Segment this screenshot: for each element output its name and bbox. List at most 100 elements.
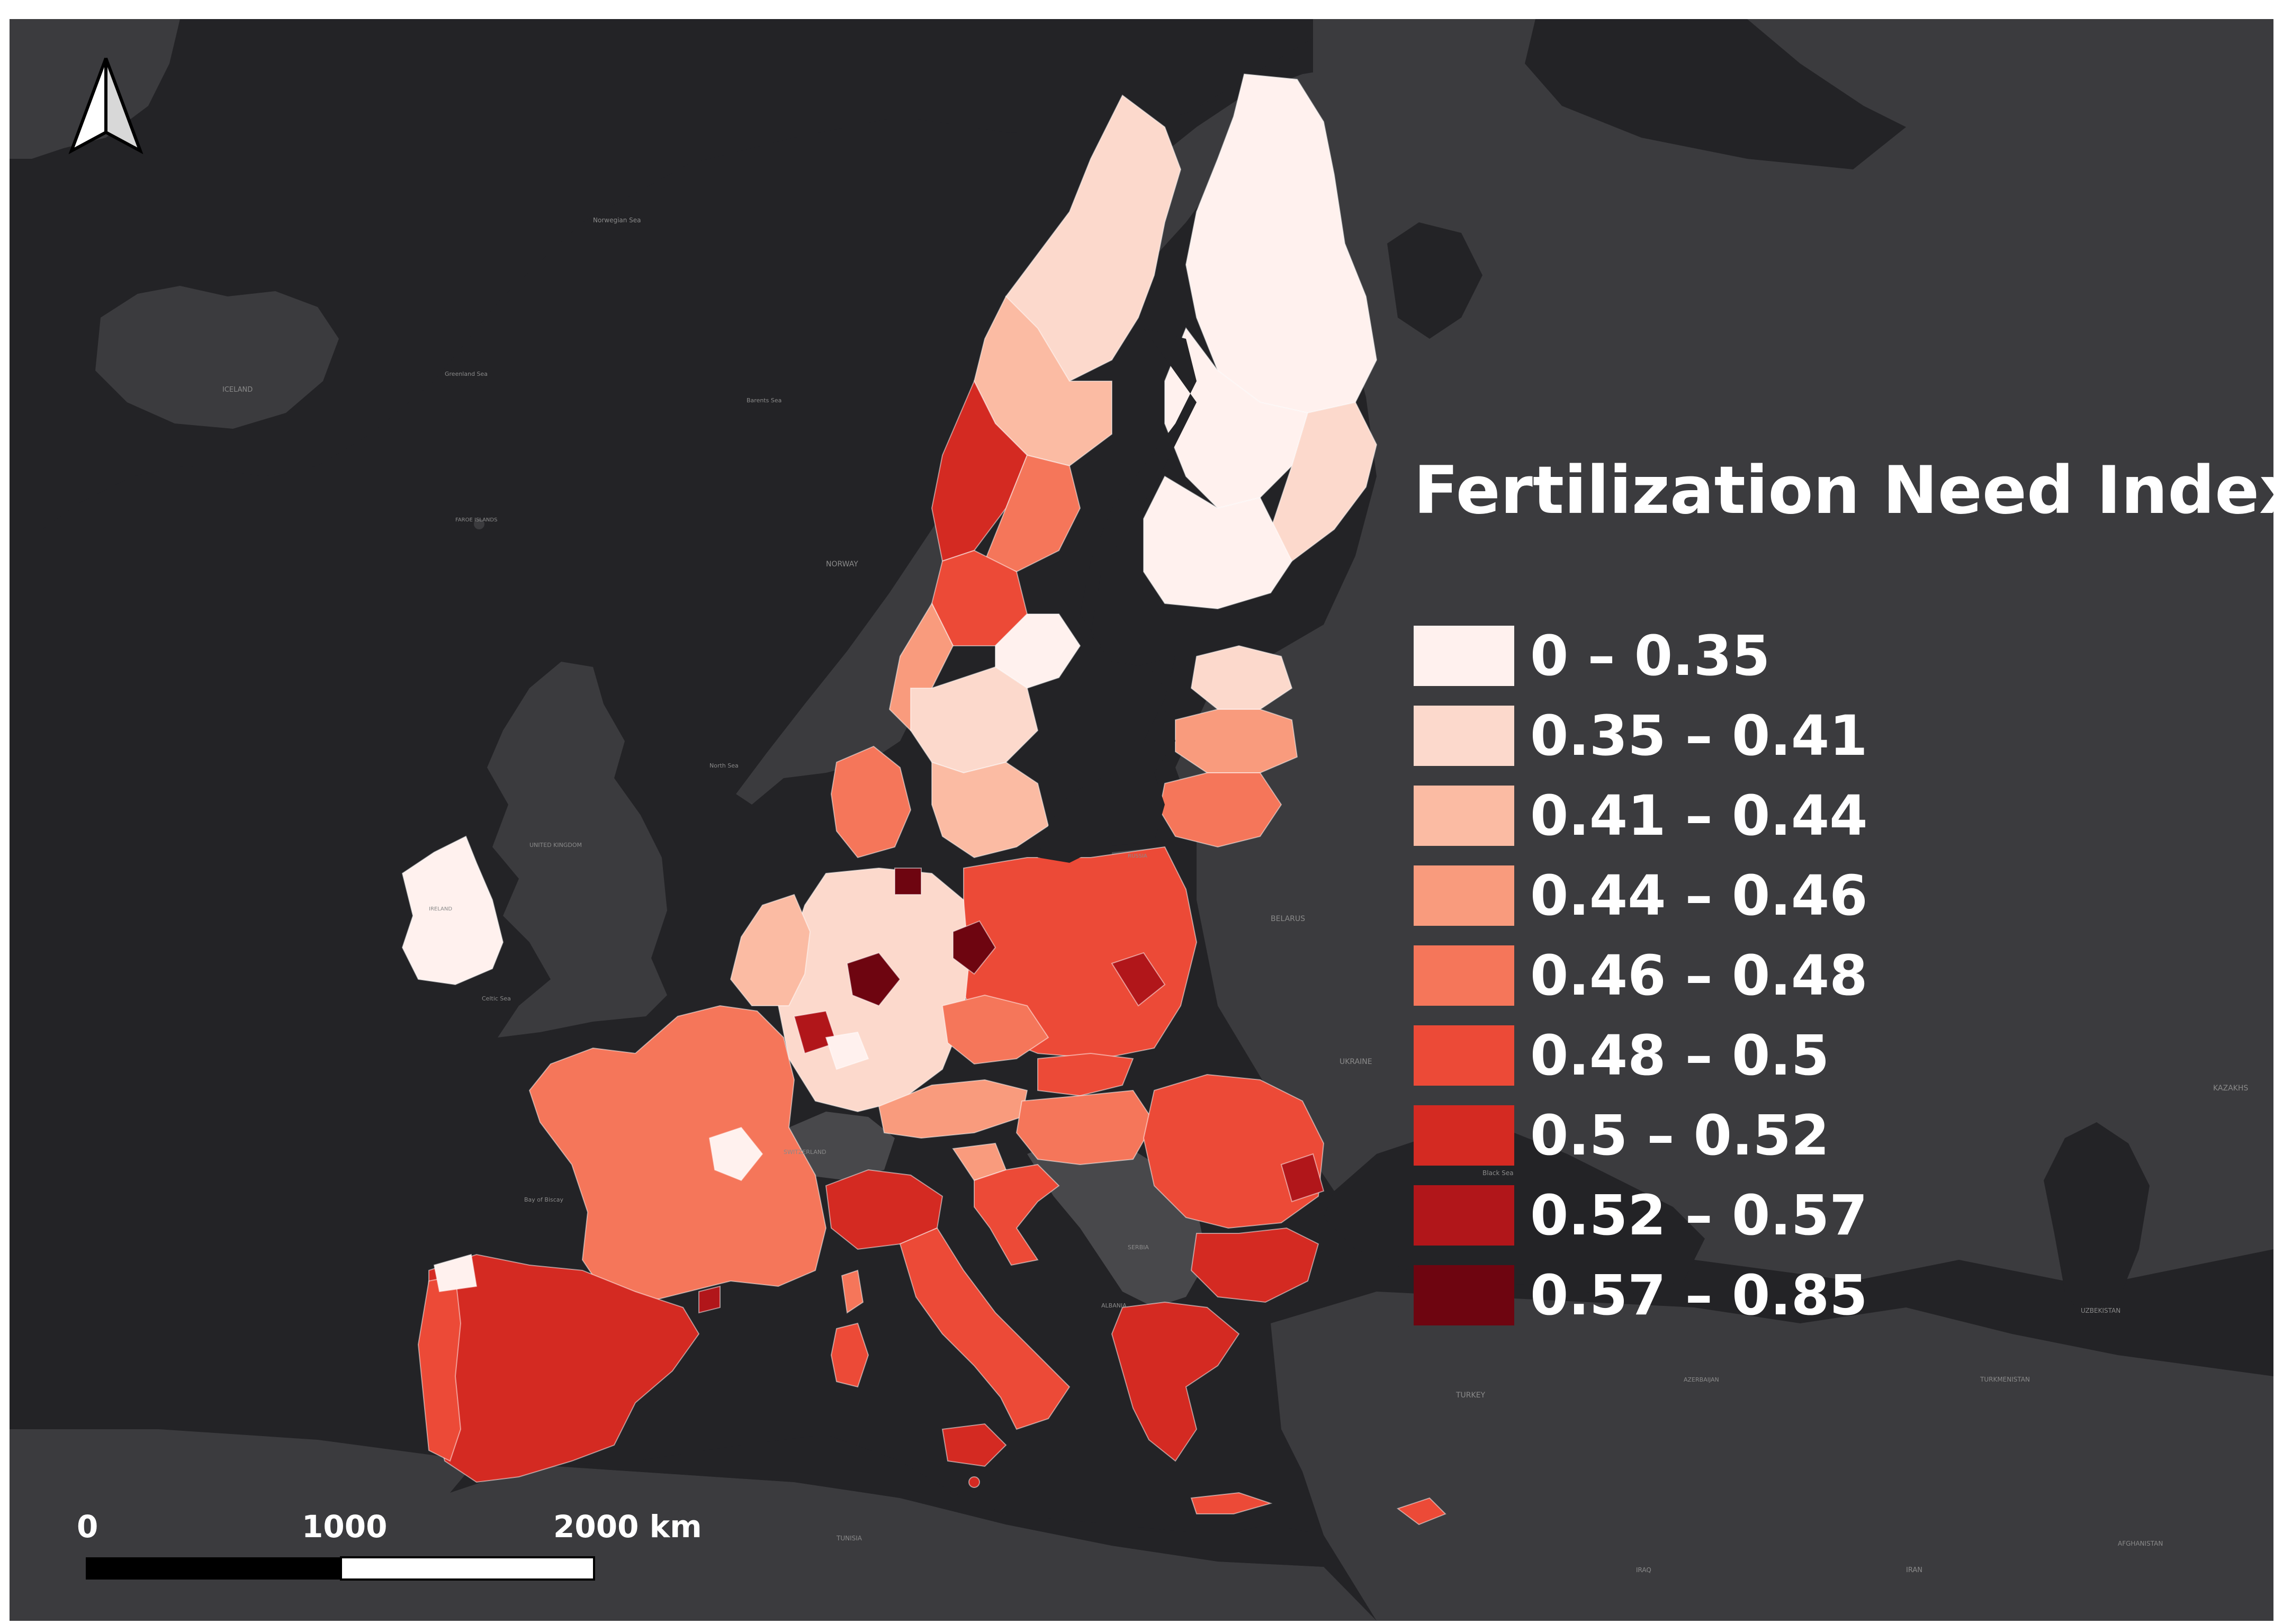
label-celtic-sea: Celtic Sea xyxy=(482,995,511,1002)
region-czechia[interactable] xyxy=(941,994,1049,1065)
legend-label: 0.44 – 0.46 xyxy=(1530,863,1868,928)
legend-swatch xyxy=(1414,626,1514,686)
legend-swatch xyxy=(1414,945,1514,1006)
legend-label: 0.5 – 0.52 xyxy=(1530,1103,1830,1168)
legend-item: 0.46 – 0.48 xyxy=(1414,944,1943,1007)
region-finland-east[interactable] xyxy=(1270,401,1378,562)
region-hotspot-2[interactable] xyxy=(952,920,996,975)
label-iran: IRAN xyxy=(1906,1566,1922,1574)
region-cyprus[interactable] xyxy=(1396,1497,1446,1526)
region-sweden-central[interactable] xyxy=(910,666,1039,774)
region-finland-south[interactable] xyxy=(1143,475,1293,610)
region-croatia[interactable] xyxy=(974,1163,1060,1266)
label-russia: RUSSIA xyxy=(1128,853,1147,859)
label-turkey: TURKEY xyxy=(1455,1391,1486,1400)
label-greenland-sea: Greenland Sea xyxy=(445,371,488,377)
region-estonia[interactable] xyxy=(1190,645,1293,710)
region-ireland[interactable] xyxy=(401,835,504,986)
label-iceland: ICELAND xyxy=(222,386,253,394)
label-bay-of-biscay: Bay of Biscay xyxy=(524,1196,564,1203)
region-hotspot-8[interactable] xyxy=(708,1126,763,1181)
label-uzbekistan: UZBEKISTAN xyxy=(2081,1307,2120,1314)
legend-item: 0 – 0.35 xyxy=(1414,624,1943,688)
legend-swatch xyxy=(1414,865,1514,926)
label-azerbaijan: AZERBAIJAN xyxy=(1684,1376,1719,1383)
region-romania[interactable] xyxy=(1143,1073,1325,1229)
label-black-sea: Black Sea xyxy=(1482,1169,1514,1177)
label-iraq: IRAQ xyxy=(1636,1566,1651,1574)
legend-label: 0.52 – 0.57 xyxy=(1530,1183,1868,1248)
region-benelux[interactable] xyxy=(730,894,811,1006)
region-france[interactable] xyxy=(528,1005,827,1303)
legend-swatch xyxy=(1414,786,1514,846)
scale-bar xyxy=(86,1556,595,1581)
label-ukraine: UKRAINE xyxy=(1340,1058,1372,1066)
switzerland-land xyxy=(784,1112,895,1180)
region-hotspot-6[interactable] xyxy=(1280,1153,1325,1203)
scale-label-2000-km: 2000 km xyxy=(553,1509,702,1545)
region-greece[interactable] xyxy=(1111,1301,1240,1462)
legend-label: 0 – 0.35 xyxy=(1530,624,1770,688)
label-afghanistan: AFGHANISTAN xyxy=(2118,1540,2163,1547)
region-sweden-gavleborg[interactable] xyxy=(995,613,1081,689)
region-hotspot-4[interactable] xyxy=(1111,952,1166,1007)
legend-swatch xyxy=(1414,1185,1514,1246)
region-hotspot-10[interactable] xyxy=(433,1253,478,1293)
legend-item: 0.48 – 0.5 xyxy=(1414,1024,1943,1087)
region-lithuania[interactable] xyxy=(1158,772,1282,848)
caspian-sea xyxy=(2044,1122,2150,1323)
legend-item: 0.35 – 0.41 xyxy=(1414,703,1943,768)
legend-item: 0.41 – 0.44 xyxy=(1414,783,1943,848)
label-belarus: BELARUS xyxy=(1271,915,1305,923)
region-sardinia[interactable] xyxy=(830,1322,869,1388)
label-ireland: IRELAND xyxy=(429,906,452,912)
legend-label: 0.35 – 0.41 xyxy=(1530,703,1868,768)
label-united-kingdom: UNITED KINGDOM xyxy=(529,842,582,849)
label-switzerland: SWITZERLAND xyxy=(784,1149,826,1156)
region-corsica[interactable] xyxy=(841,1269,864,1314)
black-sea xyxy=(1324,1133,1705,1297)
region-malta[interactable] xyxy=(968,1476,980,1488)
scale-label-1000: 1000 xyxy=(302,1509,388,1545)
region-sicily[interactable] xyxy=(941,1423,1007,1467)
norway-land xyxy=(736,64,1408,805)
region-hungary[interactable] xyxy=(1015,1089,1155,1166)
label-serbia: SERBIA xyxy=(1128,1244,1149,1251)
scale-label-0: 0 xyxy=(77,1509,98,1545)
region-crete[interactable] xyxy=(1190,1492,1273,1514)
great-britain-land xyxy=(487,662,667,1037)
label-norwegian-sea: Norwegian Sea xyxy=(593,216,641,224)
label-faroe-islands: FAROE ISLANDS xyxy=(455,517,497,523)
choropleth-regions[interactable] xyxy=(401,73,1446,1526)
region-portugal[interactable] xyxy=(417,1275,462,1462)
region-hotspot-1[interactable] xyxy=(846,952,901,1007)
legend-swatch xyxy=(1414,1025,1514,1086)
region-latvia[interactable] xyxy=(1175,709,1298,773)
region-denmark[interactable] xyxy=(830,745,912,859)
region-sweden-jamtland[interactable] xyxy=(984,454,1081,573)
region-bulgaria[interactable] xyxy=(1190,1227,1319,1303)
legend-item: 0.44 – 0.46 xyxy=(1414,863,1943,928)
label-north-sea: North Sea xyxy=(709,762,739,769)
legend-swatch xyxy=(1414,1265,1514,1325)
legend-title: Fertilization Need Index xyxy=(1414,453,2283,529)
label-albania: ALBANIA xyxy=(1101,1302,1127,1309)
scale-bar-segment-white xyxy=(340,1556,595,1581)
region-hotspot-9[interactable] xyxy=(825,1031,869,1070)
region-sweden-south[interactable] xyxy=(931,761,1049,859)
label-barents-sea: Barents Sea xyxy=(747,397,781,404)
region-italy-boot[interactable] xyxy=(899,1227,1071,1430)
iceland-land xyxy=(95,286,339,429)
legend-label: 0.41 – 0.44 xyxy=(1530,783,1868,848)
legend-label: 0.57 – 0.85 xyxy=(1530,1263,1868,1328)
legend-item: 0.57 – 0.85 xyxy=(1414,1263,1943,1328)
north-arrow-icon xyxy=(68,57,143,155)
region-slovakia[interactable] xyxy=(1037,1052,1134,1097)
legend-item: 0.52 – 0.57 xyxy=(1414,1183,1943,1248)
turkey-land xyxy=(1271,1292,2273,1621)
legend-swatch xyxy=(1414,1105,1514,1166)
label-norway: NORWAY xyxy=(826,560,858,569)
label-tunisia: TUNISIA xyxy=(836,1535,862,1542)
region-hotspot-5[interactable] xyxy=(894,868,922,895)
region-hotspot-7[interactable] xyxy=(698,1285,721,1314)
